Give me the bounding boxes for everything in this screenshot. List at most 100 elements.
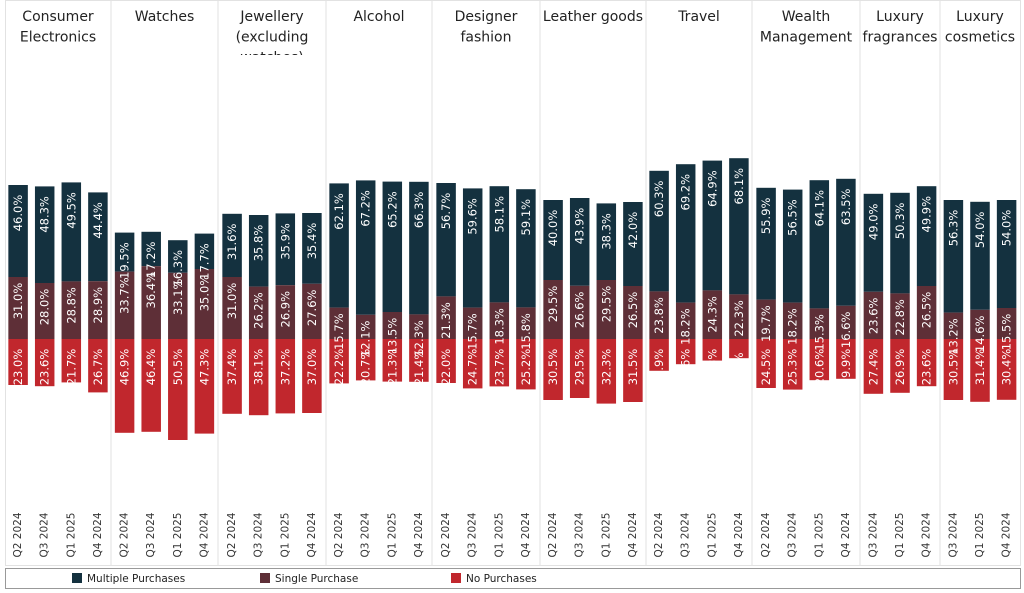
tick-label: Q4 2024 [733,512,745,557]
data-label: 28.9% [91,287,105,324]
bar-group-q4-2024: 49.9% 26.5% 23.6% Q4 2024 [916,186,937,558]
bar-group-q1-2025: 64.1% 15.3%20.6% Q1 2025 [809,180,830,558]
bar-group-q1-2025: 38.3% 29.5% 32.3% Q1 2025 [596,203,617,558]
data-label: 35.8% [252,225,266,262]
data-label: 29.5% [599,286,613,323]
data-label: 49.9% [920,196,934,233]
bar-multiple-purchases [114,232,135,272]
bar-single-purchase [114,271,135,339]
bar-no-purchases [623,339,643,402]
data-label: 66.3% [412,191,426,228]
data-label: 30.4% [1000,349,1014,386]
tick-label: Q3 2024 [867,512,879,557]
data-label: 24.7% [466,349,480,386]
legend-label: Single Purchase [275,573,358,585]
legend-swatch [451,573,461,583]
bar-multiple-purchases [248,215,269,287]
panel-travel: Travel 60.3% 23.8% 15.9% Q2 2024 69.2% 18.2% 12… [645,0,749,566]
bar-group-q2-2024: 40.0% 29.5% 30.5% Q2 2024 [543,200,563,558]
data-label: 29.5% [573,349,587,386]
panel-title-line: Management [760,30,853,46]
bar-multiple-purchases [916,186,937,286]
data-label: 22.0% [439,349,453,386]
bar-group-q4-2024: 42.0% 26.5% 31.5% Q4 2024 [623,202,643,558]
bar-multiple-purchases [275,213,296,286]
panel-wealth-management: Wealth Management 55.9% 19.7% 24.5% Q2 2024 56… [751,0,856,566]
bar-group-q4-2024: 63.5% 16.6%19.9% Q4 2024 [836,178,856,558]
tick-label: Q2 2024 [333,512,345,557]
bar-group-q3-2024: 69.2% 18.2% 12.6% Q3 2024 [675,164,696,558]
bar-single-purchase [61,281,82,339]
tick-label: Q2 2024 [119,512,131,557]
panel-title-line: fragrances [863,30,938,46]
bar-group-q2-2024: 46.0% 31.0% 23.0% Q2 2024 [8,185,28,558]
bar-single-purchase [863,291,884,339]
tick-label: Q4 2024 [627,512,639,557]
data-label: 37.4% [225,349,239,386]
bar-group-q3-2024: 56.3% 13.2%30.5% Q3 2024 [943,200,964,558]
panel-title: Consumer Electronics [20,9,96,46]
bar-single-purchase [675,302,696,339]
tick-label: Q3 2024 [467,512,479,557]
data-label: 63.5% [839,188,853,225]
panel-title: Jewellery (excluding watches) [236,9,309,55]
tick-label: Q3 2024 [787,512,799,557]
panel-title-line: Jewellery [239,9,303,25]
legend-box [5,568,1021,589]
panel-title: Leather goods [543,9,643,25]
data-label: 26.2% [252,292,266,329]
bar-no-purchases [61,339,82,383]
panel-title: Alcohol [353,9,404,25]
bar-group-q2-2024: 62.1% 15.7%22.2% Q2 2024 [329,183,349,558]
data-label: 31.6% [225,223,239,260]
data-label: 55.9% [759,197,773,234]
bar-multiple-purchases [756,187,776,300]
data-label: 50.3% [893,202,907,239]
bar-single-purchase [623,286,643,339]
bar-multiple-purchases [943,200,964,313]
tick-label: Q4 2024 [840,512,852,557]
bar-no-purchases [222,339,242,414]
data-label: 24.5% [759,349,773,386]
tick-label: Q3 2024 [39,512,51,557]
bar-multiple-purchases [836,178,856,306]
bar-single-purchase [756,299,776,339]
bar-no-purchases [248,339,269,416]
bar-multiple-purchases [863,193,884,292]
legend: Multiple Purchases Single Purchase No Purc… [5,568,1021,589]
data-label: 21.3% [385,349,399,386]
bar-no-purchases [543,339,563,400]
tick-label: Q2 2024 [226,512,238,557]
tick-label: Q1 2025 [172,512,184,557]
data-label: 10.8% [705,349,719,386]
panel-title: Travel [677,9,720,25]
bar-multiple-purchases [569,198,590,286]
data-label: 58.1% [492,196,506,233]
data-label: 14.6% [973,315,987,352]
tick-label: Q1 2025 [600,512,612,557]
data-label: 35.0% [197,275,211,312]
bar-group-q4-2024: 54.0% 15.5%30.4% Q4 2024 [996,200,1017,558]
bar-single-purchase [996,308,1017,339]
data-label: 54.0% [973,211,987,248]
bar-single-purchase [34,283,55,339]
bar-multiple-purchases [596,203,617,280]
tick-label: Q1 2025 [493,512,505,557]
tick-label: Q4 2024 [921,512,933,557]
bar-group-q4-2024: 35.4% 27.6% 37.0% Q4 2024 [302,213,322,558]
bar-no-purchases [8,339,28,385]
bar-no-purchases [596,339,617,404]
data-label: 35.4% [305,223,319,260]
panel-title: Wealth Management [760,9,853,46]
data-label: 38.3% [599,213,613,250]
bar-multiple-purchases [702,160,723,291]
data-label: 27.6% [305,289,319,326]
data-label: 36.4% [144,272,158,309]
bar-multiple-purchases [355,180,376,315]
bar-group-q4-2024: 17.7%35.0% 47.3% Q4 2024 [194,233,215,558]
bar-no-purchases [675,339,696,365]
bar-multiple-purchases [382,181,403,312]
bar-group-q3-2024: 48.3% 28.0% 23.6% Q3 2024 [34,186,55,558]
data-label: 25.3% [786,349,800,386]
tick-label: Q4 2024 [1001,512,1013,557]
